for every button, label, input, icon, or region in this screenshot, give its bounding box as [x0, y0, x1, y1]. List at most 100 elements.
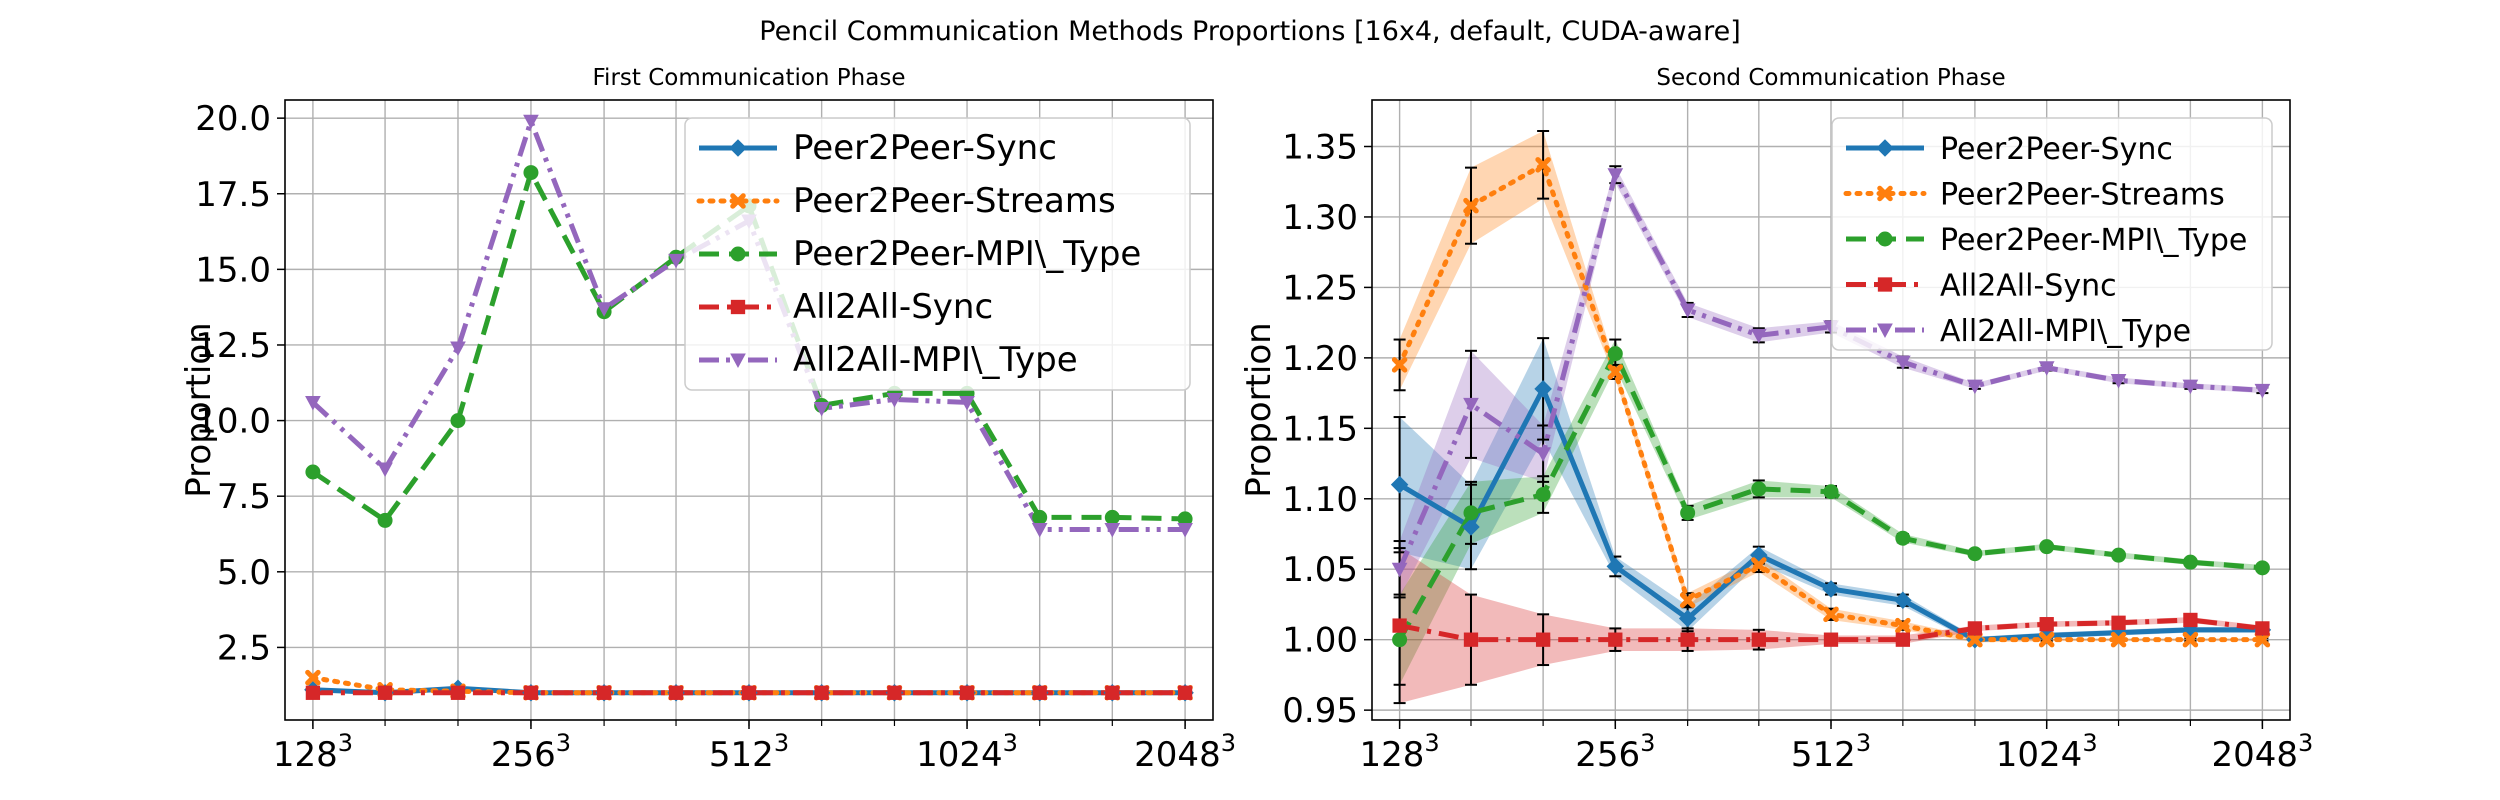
data-point	[1894, 591, 1912, 609]
error-band-1	[1399, 131, 2263, 643]
chart-panel-1: First Communication Phase 2.5 5.0 7.5 10.0 12…	[179, 65, 1236, 775]
data-point	[1823, 606, 1839, 623]
data-point	[377, 462, 393, 478]
legend-label: All2All-Sync	[1940, 269, 2117, 304]
data-point	[1895, 632, 1911, 647]
legend-label: Peer2Peer-Sync	[1940, 132, 2173, 167]
legend-label: All2All-MPI\_Type	[1940, 314, 2191, 349]
y-tick-label: 15.0	[195, 250, 271, 290]
y-tick-label: 20.0	[195, 99, 271, 139]
data-point	[1967, 379, 1983, 395]
legend-label: Peer2Peer-MPI\_Type	[1940, 223, 2247, 258]
data-point	[814, 685, 829, 700]
data-point	[523, 114, 539, 130]
axes-title: Second Communication Phase	[1656, 65, 2005, 91]
data-point	[1606, 557, 1625, 576]
legend-marker	[1876, 139, 1894, 157]
data-point	[1750, 328, 1767, 344]
data-point	[741, 685, 757, 700]
data-point	[1177, 685, 1193, 700]
legend-marker	[729, 139, 747, 157]
y-tick-label: 1.10	[1282, 480, 1358, 520]
legend-label: Peer2Peer-Streams	[793, 181, 1116, 221]
legend-marker	[1877, 185, 1893, 202]
data-point	[2038, 361, 2055, 376]
data-point	[887, 685, 902, 700]
data-point	[1895, 355, 1911, 371]
data-point	[1463, 505, 1479, 521]
x-tick-label: 10243	[916, 729, 1018, 775]
data-point	[2255, 621, 2270, 636]
data-point	[523, 165, 539, 181]
data-point	[1967, 621, 1983, 636]
data-point	[450, 685, 466, 700]
data-point	[2038, 631, 2055, 648]
data-point	[2182, 554, 2198, 570]
axes-frame	[1371, 99, 2291, 721]
legend-label: All2All-Sync	[793, 287, 993, 327]
data-point	[377, 685, 393, 700]
data-point	[1679, 303, 1696, 319]
data-point	[1463, 397, 1479, 413]
data-point	[1535, 157, 1551, 173]
data-point	[1822, 580, 1840, 598]
data-point	[2182, 379, 2199, 395]
x-tick-label: 10243	[1996, 729, 2098, 775]
data-point	[2039, 539, 2055, 555]
data-point	[2183, 612, 2198, 628]
legend: Peer2Peer-Sync Peer2Peer-Streams Peer2Peer…	[684, 117, 1191, 391]
data-point	[959, 685, 975, 700]
data-point	[1680, 505, 1696, 521]
chart-panel-2: Second Communication Phase 0.95 1.00 1.05 1.…	[1239, 65, 2313, 775]
data-point	[668, 685, 684, 700]
data-point	[377, 512, 393, 528]
data-point	[2182, 631, 2199, 648]
y-axis-label: Proportion	[1239, 322, 1279, 497]
y-tick-label: 17.5	[195, 175, 271, 215]
data-point	[1391, 357, 1408, 373]
legend-label: Peer2Peer-Sync	[793, 128, 1057, 168]
legend-marker	[1877, 231, 1893, 247]
x-tick-label: 20483	[1134, 729, 1236, 775]
y-tick-label: 10.0	[195, 402, 271, 442]
y-tick-label: 12.5	[195, 326, 271, 366]
x-tick-label: 5123	[709, 729, 789, 775]
data-point	[668, 253, 684, 269]
y-tick-label: 7.5	[217, 477, 271, 517]
x-tick-label: 2563	[491, 729, 571, 775]
data-point	[813, 402, 830, 417]
data-point	[1679, 592, 1696, 608]
data-point	[1607, 364, 1624, 380]
y-tick-label: 5.0	[217, 553, 271, 593]
data-point	[305, 464, 321, 480]
legend-marker	[730, 246, 746, 262]
data-point	[2254, 560, 2270, 576]
legend-label: Peer2Peer-Streams	[1940, 178, 2225, 213]
data-point	[596, 685, 612, 700]
x-tick-label: 1283	[273, 729, 353, 775]
data-point	[2111, 547, 2127, 563]
data-point	[1463, 632, 1479, 647]
legend-box	[684, 117, 1191, 391]
data-point	[1751, 632, 1766, 647]
data-point	[1535, 447, 1551, 462]
data-point	[450, 413, 466, 429]
legend: Peer2Peer-Sync Peer2Peer-Streams Peer2Peer…	[1831, 117, 2273, 351]
data-point	[523, 685, 539, 700]
legend-marker	[730, 299, 746, 315]
data-point	[959, 395, 975, 411]
legend-marker	[730, 353, 746, 369]
data-point	[305, 395, 321, 411]
data-point	[1823, 484, 1839, 500]
x-tick-label: 2563	[1575, 729, 1655, 775]
legend-label: All2All-MPI\_Type	[793, 340, 1078, 380]
data-point	[1392, 632, 1408, 648]
y-tick-label: 1.25	[1282, 268, 1358, 308]
x-tick-label: 1283	[1360, 729, 1440, 775]
data-point	[2110, 631, 2127, 648]
legend-box	[1831, 117, 2273, 351]
legend-label: Peer2Peer-MPI\_Type	[793, 234, 1141, 274]
data-point	[1823, 632, 1839, 647]
data-point	[1032, 509, 1048, 525]
